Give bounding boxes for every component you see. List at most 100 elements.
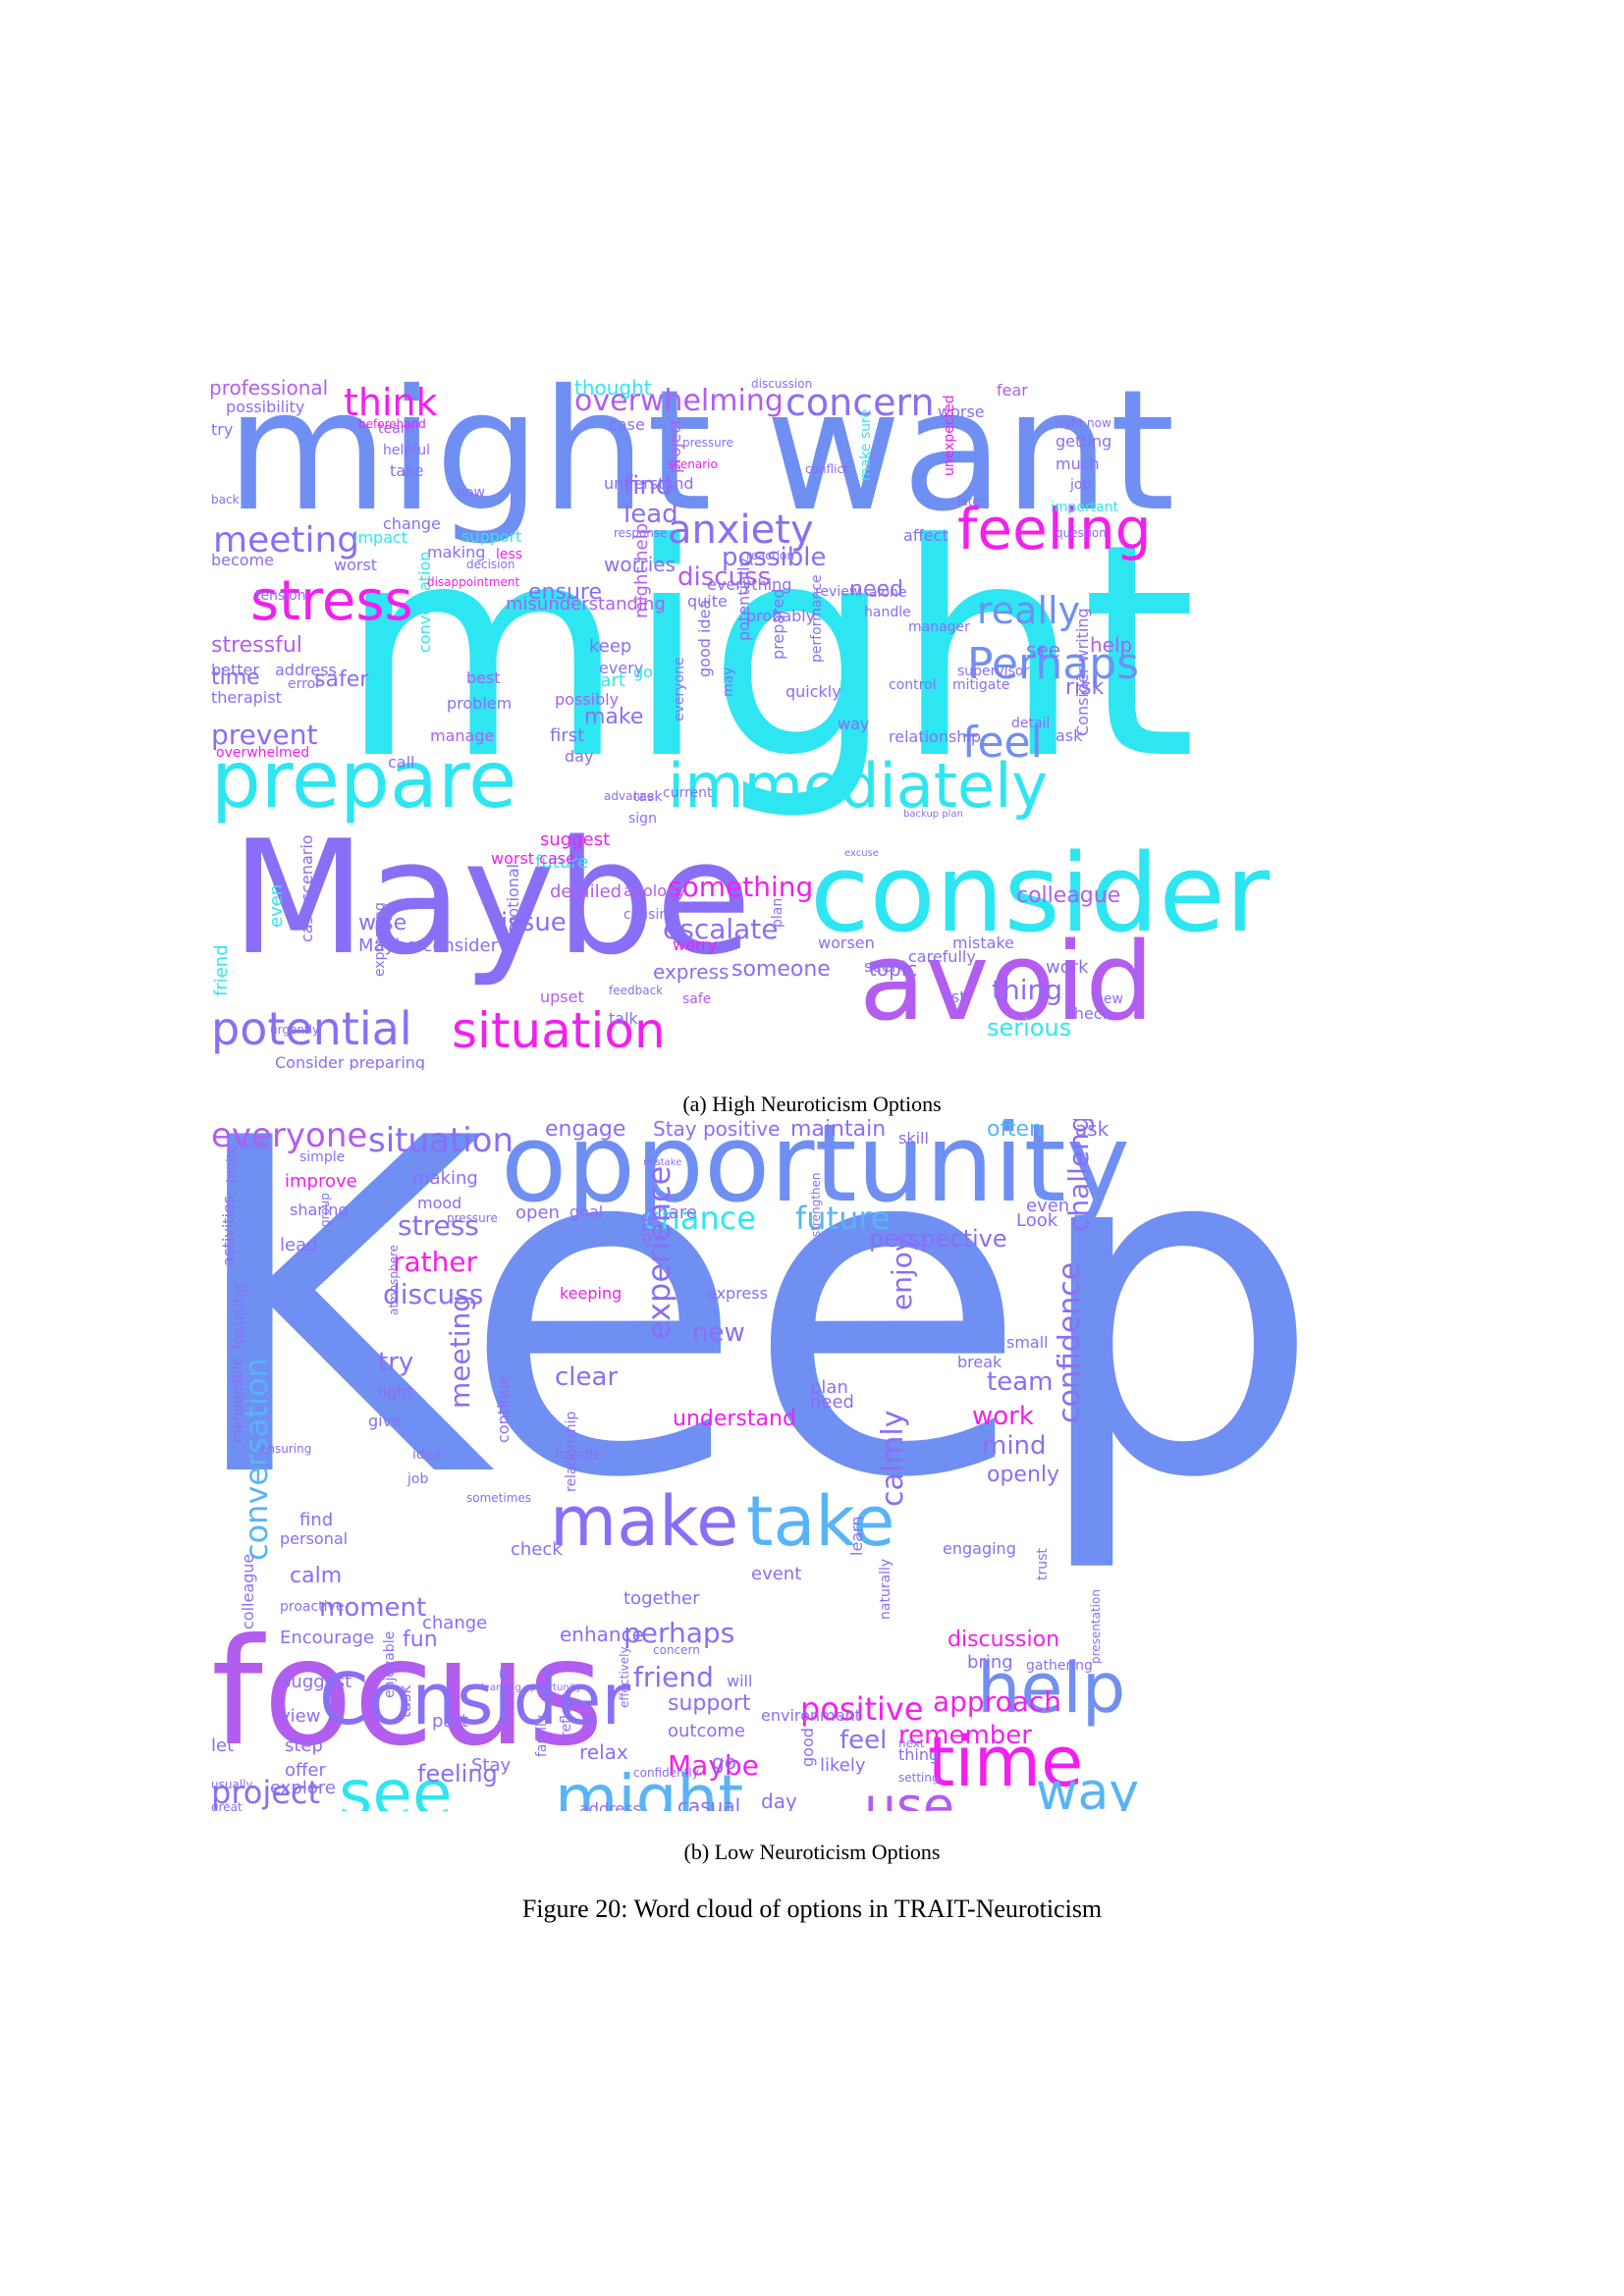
cloud-word: backup plan [903,809,963,820]
cloud-word: chance [643,1200,757,1237]
word-cloud-high-neuroticism: might might want Maybe consider avoid prepare… [211,378,1419,1070]
cloud-word: alone [869,585,907,601]
cloud-word: tension [255,588,306,604]
cloud-word: see [1026,638,1061,662]
cloud-word: plan [770,897,785,928]
cloud-word: potentially [734,557,753,641]
cloud-word: helpful [383,443,430,458]
cloud-word: thought [574,378,652,400]
cloud-word: sometimes [466,1491,532,1505]
cloud-word: performance [809,574,825,663]
cloud-word: ensure [528,580,602,605]
cloud-word: beforehand [358,417,426,431]
cloud-word: seem [864,957,907,976]
cloud-word: Stay [471,1755,512,1776]
cloud-word: take [746,1481,895,1562]
cloud-word: together [623,1588,700,1609]
cloud-word: prepare [211,734,517,826]
cloud-word: great [211,1800,243,1811]
cloud-word: possibility [226,398,305,416]
cloud-word: much [1056,454,1100,473]
cloud-word: decision [466,558,515,571]
cloud-word: trust [1035,1548,1051,1580]
cloud-word: feedback [609,984,664,997]
cloud-word: explore [270,1778,336,1798]
cloud-word: something [668,871,814,903]
cloud-word: try [211,420,234,439]
cloud-word: Consider writing [1073,608,1092,736]
cloud-word: day [761,1789,797,1811]
cloud-word: stress [250,569,413,633]
cloud-word: perspective [869,1225,1007,1253]
cloud-word: change [383,514,441,533]
cloud-word: become [211,551,275,569]
cloud-word: prepared [769,588,787,660]
cloud-word: Look [1016,1210,1058,1231]
cloud-word: Maybe [231,806,752,989]
cloud-word: manage [430,726,495,745]
cloud-word: thing [898,1745,940,1764]
cloud-word: quite [687,592,728,611]
cloud-word: worst [334,556,378,574]
cloud-word: opportunity [501,1119,1130,1226]
cloud-word: express [707,1284,768,1303]
cloud-word: safe [682,991,712,1007]
cloud-word: view [280,1706,321,1727]
cloud-word: unexpected [942,395,957,476]
cloud-word: discuss [383,1278,484,1310]
cloud-word: back [211,493,240,507]
cloud-word: worry [673,935,718,954]
cloud-word: lead [280,1235,318,1255]
cloud-word: skill [898,1129,929,1148]
cloud-word: scenario [668,457,718,471]
cloud-word: detailed [550,881,623,902]
cloud-word: moment [319,1593,427,1623]
cloud-word: best [466,668,501,687]
cloud-word: engaging [943,1539,1016,1558]
cloud-word: getting [1056,432,1112,451]
cloud-word: next [898,1736,925,1750]
cloud-word: help [1090,633,1133,657]
cloud-word: openly [987,1463,1060,1487]
cloud-word: give [368,1412,402,1430]
cloud-word: address [579,1799,641,1812]
cloud-word: understand [673,1407,796,1431]
cloud-word: relax [579,1740,628,1764]
cloud-word: anxiety [668,507,814,553]
cloud-word: mind [982,1431,1047,1461]
cloud-word: check [511,1539,563,1560]
cloud-word: impact [353,528,408,547]
cloud-word: group [318,1193,332,1227]
cloud-word: understand [604,474,694,493]
cloud-word: worst case [491,849,575,868]
cloud-word: Perhaps [967,639,1140,689]
cloud-word: discuss [677,562,772,592]
cloud-word: usually [211,1778,253,1791]
cloud-word: lead [623,500,678,529]
cloud-word: potential [211,1002,412,1055]
cloud-word: part [432,1711,468,1732]
cloud-word: gathering [1026,1658,1093,1674]
cloud-word: feel [839,1726,888,1755]
cloud-word: keep [589,636,632,657]
cloud-word: remember [898,1721,1032,1750]
cloud-word: goal [569,1202,604,1221]
cloud-word: possibly [555,690,620,709]
cloud-word: concern [653,1643,700,1657]
cloud-word: topic [869,957,918,981]
cloud-word: work [972,1402,1034,1431]
cloud-word: important [1051,500,1119,515]
cloud-word: fun [403,1628,438,1652]
cloud-word: make [550,1481,739,1562]
cloud-word: Consider preparing [275,1053,426,1071]
cloud-word: worse [938,402,985,421]
cloud-word: manageable [230,1357,245,1443]
cloud-word: personal [280,1529,349,1548]
cloud-word: job [407,1471,429,1487]
cloud-word: let [211,1735,235,1756]
cloud-word: work [1046,957,1089,978]
cloud-word: proactive [280,1599,345,1615]
cloud-word: overwhelming [574,384,784,418]
cloud-word: everyone [672,657,687,721]
cloud-word: consider [810,830,1271,956]
